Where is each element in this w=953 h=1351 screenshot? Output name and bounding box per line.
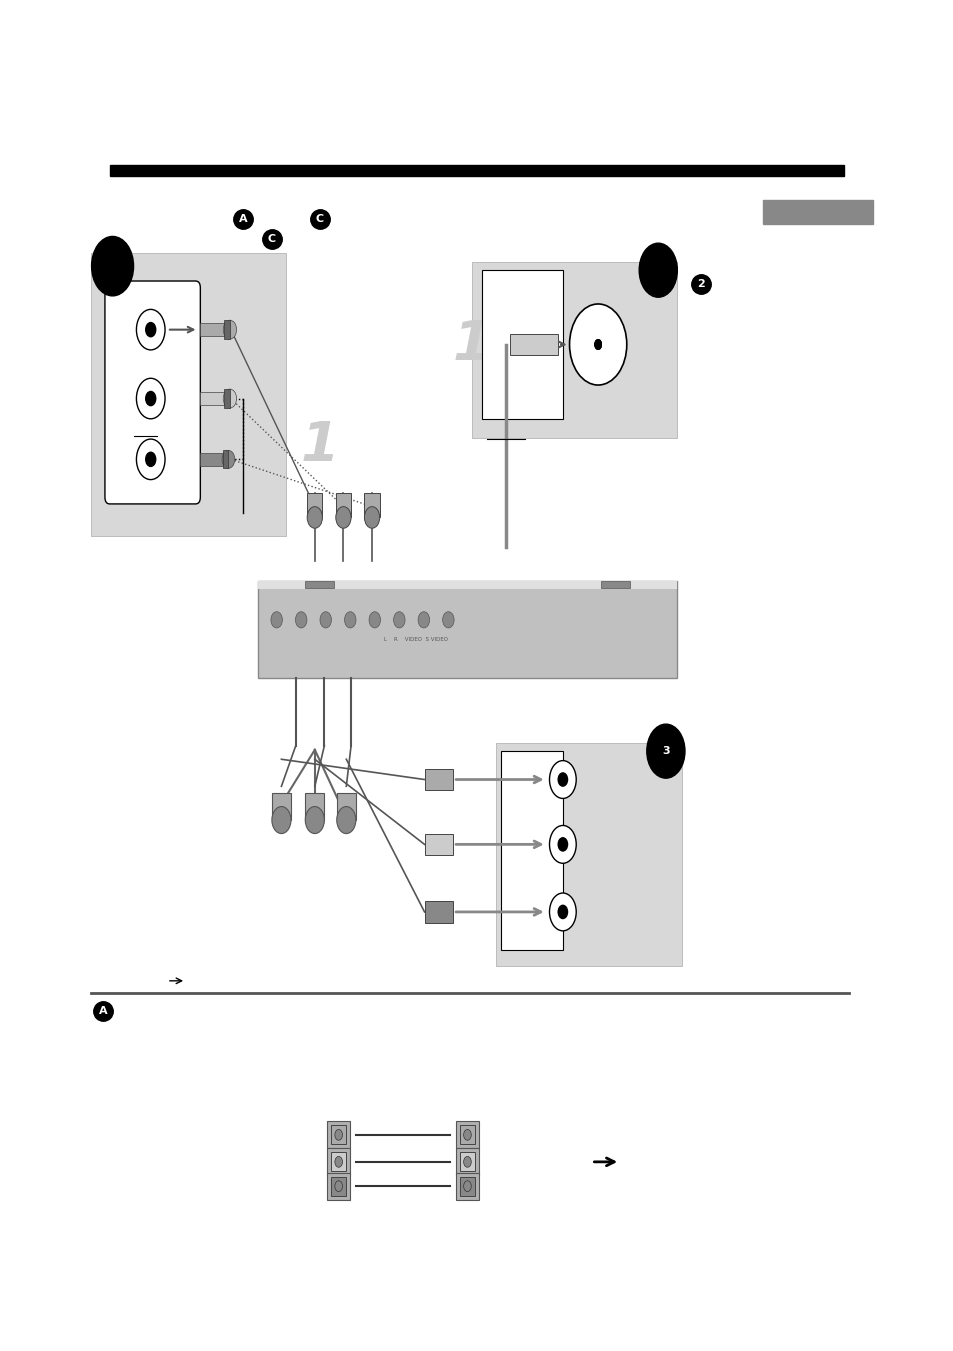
Circle shape (335, 507, 351, 528)
Circle shape (646, 724, 684, 778)
Circle shape (223, 389, 236, 408)
Bar (496, 743, 681, 966)
Circle shape (295, 612, 307, 628)
Circle shape (307, 507, 322, 528)
Circle shape (549, 825, 576, 863)
Circle shape (336, 807, 355, 834)
Bar (305, 581, 334, 588)
Circle shape (136, 309, 165, 350)
Circle shape (222, 450, 234, 469)
Bar (364, 493, 379, 517)
Circle shape (558, 773, 567, 786)
Bar (91, 253, 286, 536)
Bar (257, 581, 677, 678)
Circle shape (595, 342, 600, 350)
Text: A: A (98, 1005, 108, 1016)
Circle shape (595, 340, 600, 349)
Bar (327, 1148, 350, 1175)
Bar (224, 389, 230, 408)
Circle shape (91, 236, 133, 296)
Text: 1: 1 (300, 419, 338, 473)
Text: C: C (268, 234, 275, 245)
Circle shape (364, 507, 379, 528)
Bar (456, 1173, 478, 1200)
Text: 3: 3 (661, 746, 669, 757)
Bar (331, 1152, 346, 1171)
Circle shape (595, 339, 600, 347)
Bar (110, 165, 843, 176)
Circle shape (417, 612, 429, 628)
Circle shape (595, 340, 600, 349)
Circle shape (136, 439, 165, 480)
Circle shape (136, 378, 165, 419)
Circle shape (463, 1129, 471, 1140)
Bar (327, 1173, 350, 1200)
Bar (200, 392, 224, 405)
Circle shape (335, 1156, 342, 1167)
FancyBboxPatch shape (105, 281, 200, 504)
Bar (424, 901, 453, 923)
Bar (500, 751, 562, 950)
Circle shape (272, 807, 291, 834)
Bar (472, 262, 677, 438)
Circle shape (569, 304, 626, 385)
Circle shape (305, 807, 324, 834)
Text: C: C (315, 213, 323, 224)
Bar (424, 834, 453, 855)
Bar (305, 793, 324, 820)
Circle shape (595, 339, 600, 347)
Bar (762, 200, 872, 224)
Circle shape (463, 1181, 471, 1192)
Circle shape (639, 243, 677, 297)
Bar (307, 493, 322, 517)
Bar (224, 320, 230, 339)
Circle shape (394, 612, 405, 628)
Circle shape (369, 612, 380, 628)
Bar (424, 769, 453, 790)
Text: 1: 1 (453, 317, 491, 372)
Circle shape (146, 323, 155, 336)
Bar (331, 1125, 346, 1144)
Circle shape (463, 1156, 471, 1167)
Bar (223, 450, 228, 469)
Text: A: A (238, 213, 248, 224)
Bar (272, 793, 291, 820)
Bar (600, 581, 629, 588)
Circle shape (549, 761, 576, 798)
Circle shape (271, 612, 282, 628)
Bar (510, 334, 558, 355)
Circle shape (558, 905, 567, 919)
Circle shape (344, 612, 355, 628)
Bar (200, 453, 223, 466)
Bar (459, 1125, 475, 1144)
Text: 2: 2 (697, 278, 704, 289)
Text: L    R    VIDEO  S VIDEO: L R VIDEO S VIDEO (383, 636, 447, 642)
Circle shape (549, 893, 576, 931)
Bar (336, 793, 355, 820)
Bar (456, 1148, 478, 1175)
Bar (459, 1177, 475, 1196)
Circle shape (442, 612, 454, 628)
Circle shape (595, 340, 600, 349)
Circle shape (146, 453, 155, 466)
Bar (335, 493, 351, 517)
Circle shape (595, 340, 600, 349)
Circle shape (335, 1129, 342, 1140)
Circle shape (595, 342, 600, 350)
Circle shape (319, 612, 331, 628)
Bar (331, 1177, 346, 1196)
Circle shape (146, 392, 155, 405)
Circle shape (223, 320, 236, 339)
Bar (459, 1152, 475, 1171)
Bar (481, 270, 562, 419)
Bar (200, 323, 224, 336)
Bar (327, 1121, 350, 1148)
Bar (257, 581, 677, 589)
Circle shape (335, 1181, 342, 1192)
Bar (456, 1121, 478, 1148)
Circle shape (558, 838, 567, 851)
